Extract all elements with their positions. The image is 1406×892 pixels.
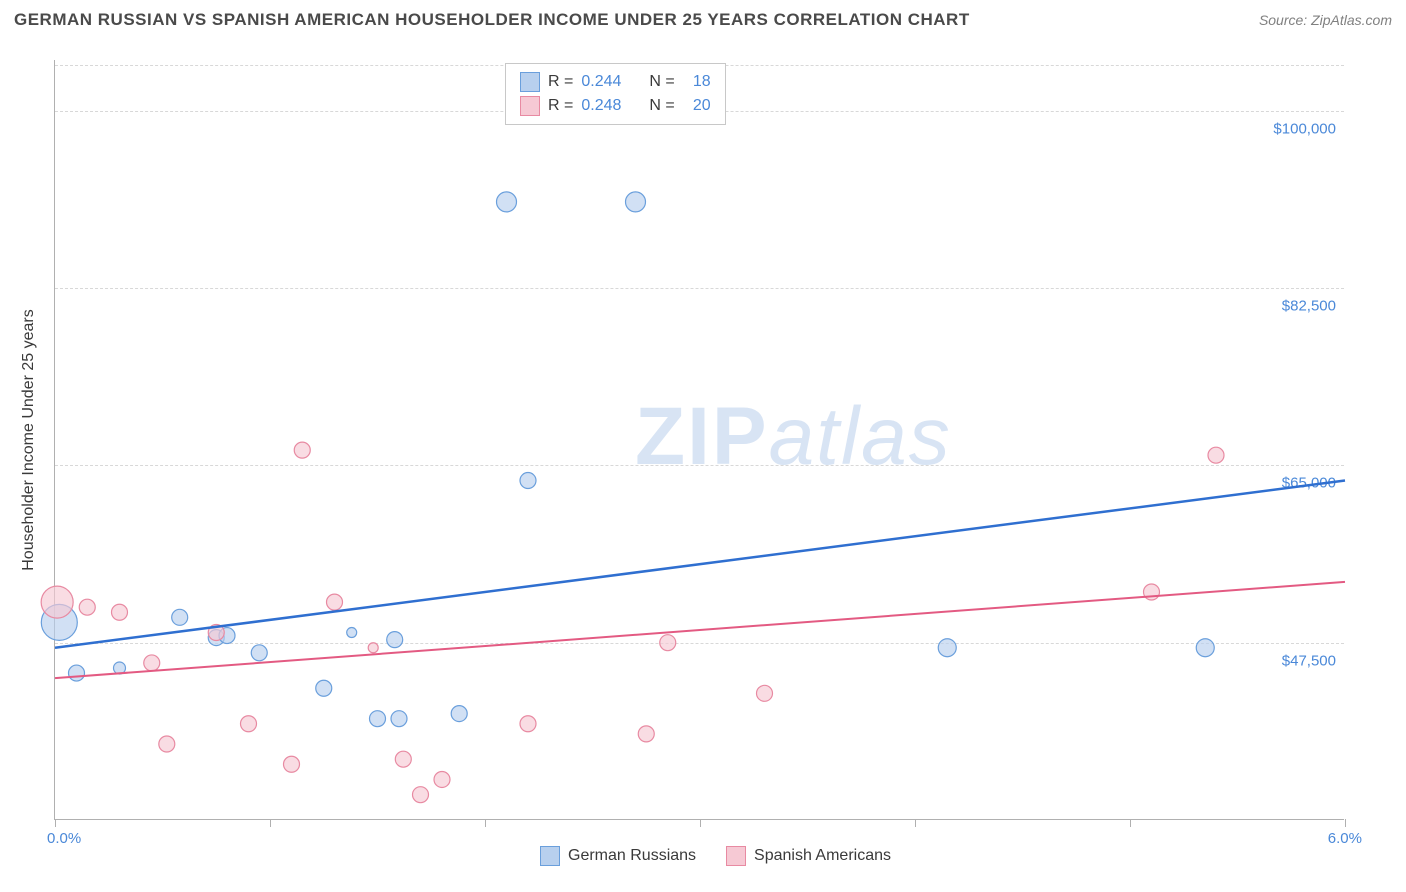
stat-n-value: 18 <box>683 70 711 94</box>
stat-r-value: 0.244 <box>581 70 631 94</box>
data-point <box>41 586 73 618</box>
data-point <box>387 632 403 648</box>
stat-n-label: N = <box>649 70 674 94</box>
x-tick <box>1130 819 1131 827</box>
stat-n-label: N = <box>649 94 674 118</box>
stat-r-label: R = <box>548 94 573 118</box>
x-tick <box>270 819 271 827</box>
data-point <box>241 716 257 732</box>
x-tick <box>1345 819 1346 827</box>
data-point <box>520 716 536 732</box>
data-point <box>69 665 85 681</box>
data-point <box>391 711 407 727</box>
data-point <box>938 639 956 657</box>
data-point <box>520 473 536 489</box>
x-tick <box>55 819 56 827</box>
legend-item: German Russians <box>540 846 696 866</box>
legend-swatch <box>726 846 746 866</box>
stats-row: R = 0.244 N = 18 <box>520 70 711 94</box>
regression-line <box>55 582 1345 678</box>
data-point <box>1208 447 1224 463</box>
regression-line <box>55 481 1345 648</box>
data-point <box>626 192 646 212</box>
data-point <box>347 628 357 638</box>
data-point <box>395 751 411 767</box>
data-point <box>451 706 467 722</box>
bottom-legend: German Russians Spanish Americans <box>540 846 891 866</box>
stat-r-value: 0.248 <box>581 94 631 118</box>
chart-area: $47,500$65,000$82,500$100,000 ZIPatlas R… <box>54 60 1344 820</box>
chart-title: GERMAN RUSSIAN VS SPANISH AMERICAN HOUSE… <box>14 10 970 30</box>
x-axis-min-label: 0.0% <box>47 830 81 847</box>
data-point <box>1196 639 1214 657</box>
y-axis-title: Householder Income Under 25 years <box>20 309 38 570</box>
data-point <box>368 643 378 653</box>
x-tick <box>700 819 701 827</box>
stats-row: R = 0.248 N = 20 <box>520 94 711 118</box>
data-point <box>284 756 300 772</box>
data-point <box>144 655 160 671</box>
stats-legend: R = 0.244 N = 18 R = 0.248 N = 20 <box>505 63 726 125</box>
data-point <box>172 609 188 625</box>
legend-swatch <box>540 846 560 866</box>
data-point <box>497 192 517 212</box>
legend-label: Spanish Americans <box>754 847 891 865</box>
source-text: Source: ZipAtlas.com <box>1259 12 1392 28</box>
legend-label: German Russians <box>568 847 696 865</box>
data-point <box>251 645 267 661</box>
legend-item: Spanish Americans <box>726 846 891 866</box>
stat-n-value: 20 <box>683 94 711 118</box>
data-point <box>660 635 676 651</box>
stat-r-label: R = <box>548 70 573 94</box>
data-point <box>316 680 332 696</box>
x-tick <box>915 819 916 827</box>
data-point <box>112 604 128 620</box>
series-swatch <box>520 72 540 92</box>
data-point <box>638 726 654 742</box>
data-point <box>79 599 95 615</box>
series-swatch <box>520 96 540 116</box>
data-point <box>413 787 429 803</box>
scatter-plot <box>55 60 1344 819</box>
x-axis-max-label: 6.0% <box>1328 830 1362 847</box>
data-point <box>434 771 450 787</box>
data-point <box>757 685 773 701</box>
data-point <box>370 711 386 727</box>
data-point <box>327 594 343 610</box>
data-point <box>159 736 175 752</box>
x-tick <box>485 819 486 827</box>
data-point <box>294 442 310 458</box>
